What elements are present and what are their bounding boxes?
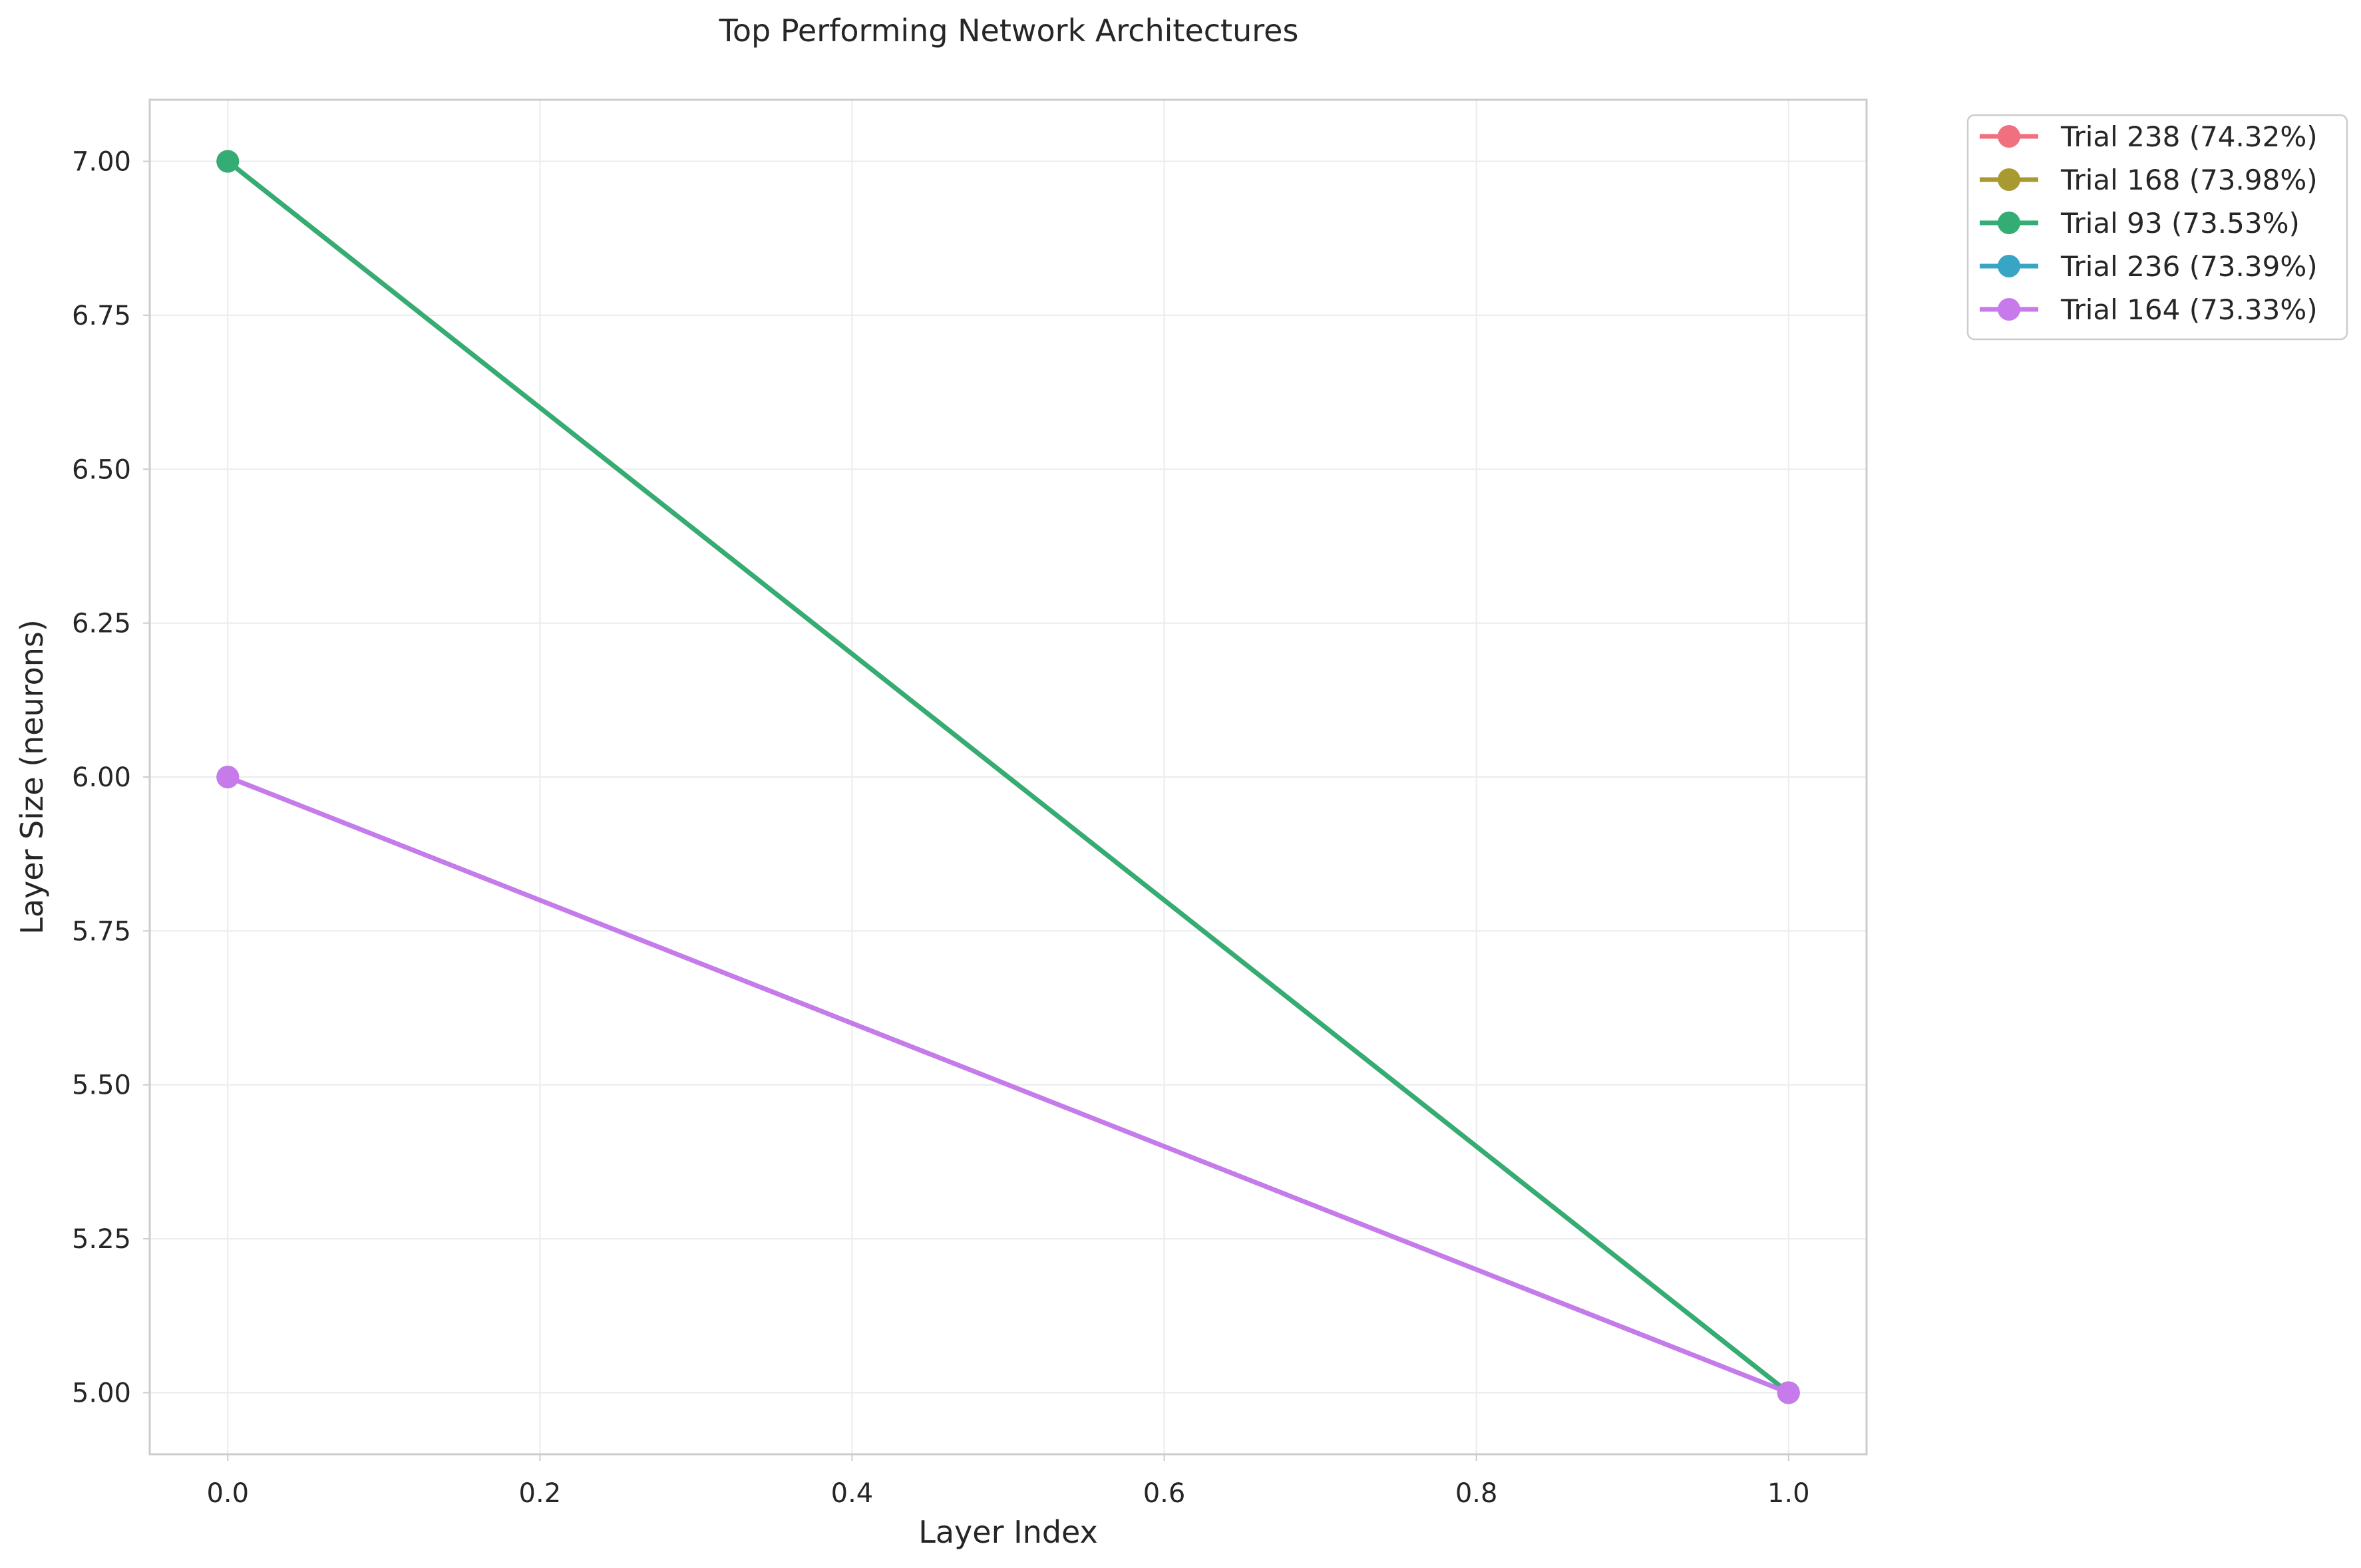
x-tick-label: 0.2 — [519, 1478, 562, 1509]
legend-label: Trial 164 (73.33%) — [2060, 293, 2318, 326]
legend-item: Trial 238 (74.32%) — [1980, 120, 2318, 153]
x-tick-label: 0.8 — [1455, 1478, 1498, 1509]
legend-label: Trial 168 (73.98%) — [2060, 164, 2318, 196]
x-axis-label: Layer Index — [918, 1514, 1098, 1550]
legend-item: Trial 93 (73.53%) — [1980, 207, 2300, 239]
legend: Trial 238 (74.32%) Trial 168 (73.98%) Tria… — [1966, 114, 2348, 341]
legend-items: Trial 238 (74.32%) Trial 168 (73.98%) Tria… — [1980, 120, 2318, 326]
legend-marker-swatch — [1998, 212, 2020, 234]
y-tick-label: 7.00 — [72, 147, 131, 178]
series-line — [225, 774, 1791, 1395]
y-tick-label: 6.25 — [72, 609, 131, 639]
x-tick-label: 1.0 — [1767, 1478, 1810, 1509]
y-tick-label: 5.75 — [72, 916, 131, 947]
legend-item: Trial 164 (73.33%) — [1980, 293, 2318, 326]
x-tick-label: 0.6 — [1143, 1478, 1186, 1509]
legend-marker-swatch — [1998, 125, 2020, 148]
data-point — [216, 766, 240, 788]
y-tick-label: 5.50 — [72, 1070, 131, 1101]
chart-title: Top Performing Network Architectures — [719, 13, 1299, 49]
legend-label: Trial 238 (74.32%) — [2060, 120, 2318, 153]
data-point — [1777, 1381, 1800, 1404]
legend-item: Trial 168 (73.98%) — [1980, 164, 2318, 196]
y-tick-label: 6.75 — [72, 301, 131, 331]
grid — [150, 100, 1867, 1454]
legend-label: Trial 93 (73.53%) — [2060, 207, 2300, 239]
legend-box — [1966, 114, 2348, 341]
legend-marker-swatch — [1998, 168, 2020, 191]
y-tick-label: 6.50 — [72, 454, 131, 485]
series-layer — [216, 150, 1800, 1404]
y-tick-label: 5.00 — [72, 1378, 131, 1408]
series-line — [225, 159, 1791, 1395]
legend-item: Trial 236 (73.39%) — [1980, 250, 2318, 283]
y-axis-label: Layer Size (neurons) — [14, 619, 50, 935]
y-tick-label: 5.25 — [72, 1224, 131, 1255]
axis-ticks: 0.0 0.2 0.4 0.6 0.8 1.0 5.00 5.25 5.50 5.75 6.00 6.… — [72, 147, 1810, 1509]
legend-marker-swatch — [1998, 298, 2020, 321]
x-tick-label: 0.4 — [831, 1478, 874, 1509]
legend-marker-swatch — [1998, 255, 2020, 277]
y-tick-label: 6.00 — [72, 762, 131, 793]
x-tick-label: 0.0 — [206, 1478, 249, 1509]
legend-label: Trial 236 (73.39%) — [2060, 250, 2318, 283]
series-group — [216, 766, 1800, 1404]
data-point — [216, 150, 240, 173]
